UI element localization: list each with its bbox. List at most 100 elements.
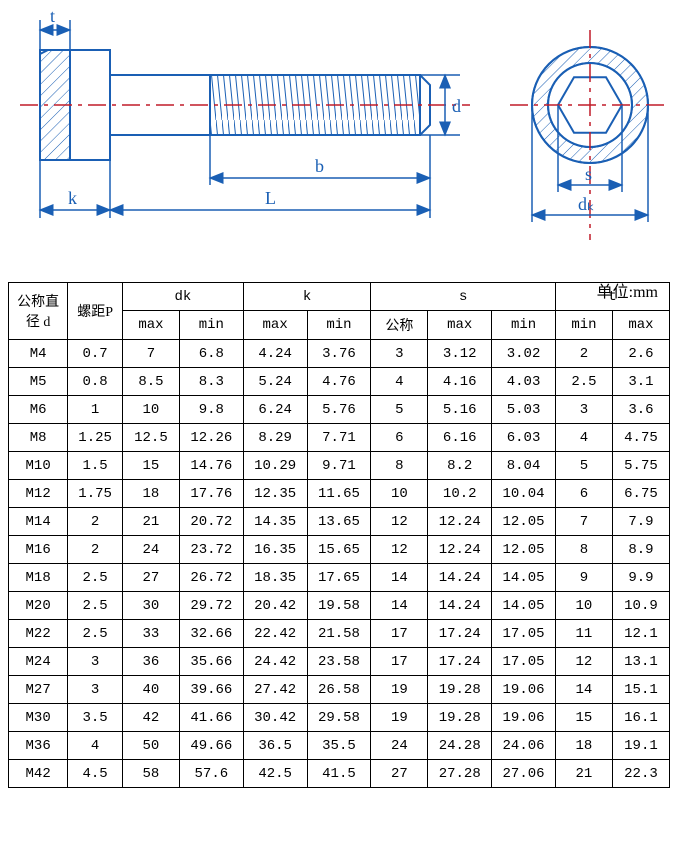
- cell-s_nom: 17: [371, 620, 428, 648]
- cell-s_nom: 14: [371, 564, 428, 592]
- cell-s_min: 3.02: [492, 340, 556, 368]
- cell-k_max: 8.29: [243, 424, 307, 452]
- table-row: M424.55857.642.541.52727.2827.062122.3: [9, 760, 670, 788]
- cell-k_min: 23.58: [307, 648, 371, 676]
- col-k: k: [243, 283, 371, 311]
- cell-dk_min: 6.8: [179, 340, 243, 368]
- cell-dk_max: 33: [122, 620, 179, 648]
- cell-dk_max: 30: [122, 592, 179, 620]
- cell-s_max: 19.28: [428, 676, 492, 704]
- cell-d: M30: [9, 704, 68, 732]
- cell-d: M14: [9, 508, 68, 536]
- cell-dk_min: 20.72: [179, 508, 243, 536]
- cell-s_nom: 19: [371, 704, 428, 732]
- cell-k_max: 12.35: [243, 480, 307, 508]
- cell-t_min: 3: [555, 396, 612, 424]
- cell-dk_max: 27: [122, 564, 179, 592]
- cell-k_min: 7.71: [307, 424, 371, 452]
- cell-k_min: 11.65: [307, 480, 371, 508]
- s-max: max: [428, 311, 492, 340]
- cell-dk_min: 39.66: [179, 676, 243, 704]
- table-body: M40.776.84.243.7633.123.0222.6M50.88.58.…: [9, 340, 670, 788]
- cell-k_max: 6.24: [243, 396, 307, 424]
- unit-label: 单位:mm: [597, 278, 658, 302]
- cell-k_min: 19.58: [307, 592, 371, 620]
- cell-dk_min: 49.66: [179, 732, 243, 760]
- cell-dk_min: 26.72: [179, 564, 243, 592]
- cell-s_nom: 19: [371, 676, 428, 704]
- cell-s_min: 12.05: [492, 508, 556, 536]
- table-row: M121.751817.7612.3511.651010.210.0466.75: [9, 480, 670, 508]
- cell-t_max: 5.75: [612, 452, 669, 480]
- cell-s_max: 8.2: [428, 452, 492, 480]
- cell-k_max: 16.35: [243, 536, 307, 564]
- t-min: min: [555, 311, 612, 340]
- cell-k_max: 14.35: [243, 508, 307, 536]
- dim-s: s: [585, 164, 592, 184]
- k-max: max: [243, 311, 307, 340]
- dk-max: max: [122, 311, 179, 340]
- col-d: 公称直径 d: [9, 283, 68, 340]
- cell-t_max: 3.1: [612, 368, 669, 396]
- cell-k_min: 15.65: [307, 536, 371, 564]
- cell-k_min: 26.58: [307, 676, 371, 704]
- cell-P: 1.25: [68, 424, 123, 452]
- cell-t_max: 15.1: [612, 676, 669, 704]
- cell-k_min: 21.58: [307, 620, 371, 648]
- cell-k_min: 41.5: [307, 760, 371, 788]
- table-row: M50.88.58.35.244.7644.164.032.53.1: [9, 368, 670, 396]
- cell-d: M4: [9, 340, 68, 368]
- cell-s_nom: 12: [371, 508, 428, 536]
- cell-d: M5: [9, 368, 68, 396]
- cell-s_max: 19.28: [428, 704, 492, 732]
- cell-P: 1.75: [68, 480, 123, 508]
- cell-t_min: 2: [555, 340, 612, 368]
- cell-dk_min: 12.26: [179, 424, 243, 452]
- table-row: M182.52726.7218.3517.651414.2414.0599.9: [9, 564, 670, 592]
- cell-P: 3: [68, 676, 123, 704]
- table-row: M2734039.6627.4226.581919.2819.061415.1: [9, 676, 670, 704]
- cell-d: M16: [9, 536, 68, 564]
- cell-t_min: 2.5: [555, 368, 612, 396]
- table-row: M1422120.7214.3513.651212.2412.0577.9: [9, 508, 670, 536]
- cell-k_max: 22.42: [243, 620, 307, 648]
- cell-dk_min: 35.66: [179, 648, 243, 676]
- cell-dk_max: 58: [122, 760, 179, 788]
- cell-s_nom: 4: [371, 368, 428, 396]
- cell-s_min: 19.06: [492, 704, 556, 732]
- cell-t_max: 4.75: [612, 424, 669, 452]
- cell-k_min: 3.76: [307, 340, 371, 368]
- cell-dk_max: 7: [122, 340, 179, 368]
- cell-d: M27: [9, 676, 68, 704]
- cell-t_max: 19.1: [612, 732, 669, 760]
- cell-d: M10: [9, 452, 68, 480]
- cell-dk_max: 21: [122, 508, 179, 536]
- cell-d: M12: [9, 480, 68, 508]
- cell-t_min: 8: [555, 536, 612, 564]
- cell-s_min: 14.05: [492, 592, 556, 620]
- cell-s_min: 24.06: [492, 732, 556, 760]
- table-row: M101.51514.7610.299.7188.28.0455.75: [9, 452, 670, 480]
- table-row: M81.2512.512.268.297.7166.166.0344.75: [9, 424, 670, 452]
- cell-dk_min: 23.72: [179, 536, 243, 564]
- cell-t_min: 10: [555, 592, 612, 620]
- cell-s_max: 14.24: [428, 564, 492, 592]
- cell-s_nom: 10: [371, 480, 428, 508]
- cell-t_max: 22.3: [612, 760, 669, 788]
- cell-P: 2: [68, 536, 123, 564]
- cell-t_max: 16.1: [612, 704, 669, 732]
- cell-k_min: 35.5: [307, 732, 371, 760]
- cell-s_max: 3.12: [428, 340, 492, 368]
- cell-k_min: 4.76: [307, 368, 371, 396]
- cell-s_max: 12.24: [428, 536, 492, 564]
- cell-dk_min: 57.6: [179, 760, 243, 788]
- cell-s_min: 10.04: [492, 480, 556, 508]
- table-row: M61109.86.245.7655.165.0333.6: [9, 396, 670, 424]
- cell-s_min: 12.05: [492, 536, 556, 564]
- cell-t_max: 6.75: [612, 480, 669, 508]
- dim-k: k: [68, 188, 77, 208]
- bolt-diagram-svg: t d b L k s: [0, 0, 678, 270]
- table-row: M202.53029.7220.4219.581414.2414.051010.…: [9, 592, 670, 620]
- cell-s_min: 4.03: [492, 368, 556, 396]
- cell-t_max: 10.9: [612, 592, 669, 620]
